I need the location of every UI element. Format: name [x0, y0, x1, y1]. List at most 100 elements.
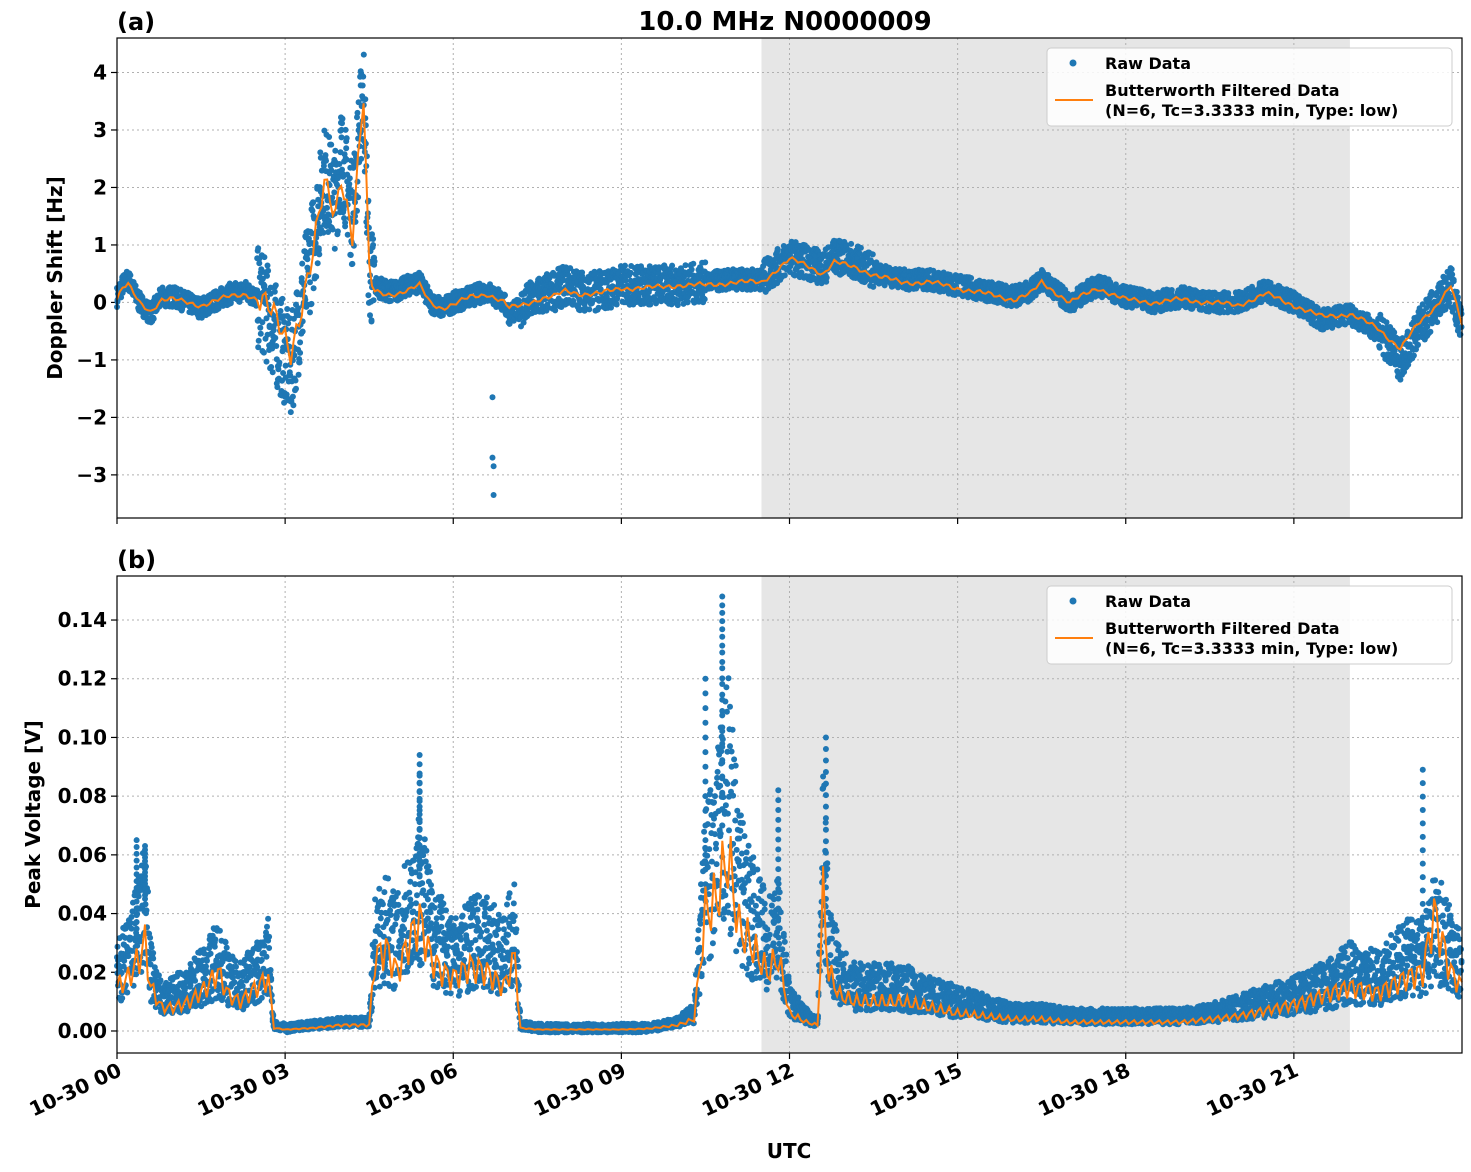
raw-data-point	[132, 282, 139, 289]
raw-data-point	[309, 207, 316, 214]
raw-data-point	[276, 359, 283, 366]
raw-data-point	[257, 324, 264, 331]
raw-data-point	[254, 287, 261, 294]
raw-data-point	[290, 402, 297, 409]
raw-data-point	[579, 269, 586, 276]
raw-data-point	[1376, 344, 1383, 351]
raw-data-point	[259, 319, 266, 326]
raw-data-point	[324, 204, 330, 211]
y-tick-label: 1	[93, 233, 107, 257]
raw-data-point	[774, 246, 781, 252]
y-tick-label: −3	[76, 463, 107, 487]
raw-data-point	[296, 359, 303, 366]
raw-data-point	[1168, 287, 1175, 293]
raw-data-point	[317, 149, 324, 156]
raw-data-point	[260, 349, 267, 356]
raw-data-point	[295, 371, 302, 378]
raw-data-point	[502, 292, 508, 299]
raw-data-point	[387, 298, 394, 304]
y-tick-label: −2	[76, 405, 107, 429]
raw-data-point	[271, 288, 278, 295]
raw-data-point	[299, 260, 306, 267]
raw-data-point	[292, 377, 299, 384]
raw-data-point	[622, 262, 628, 269]
raw-data-point	[264, 272, 270, 279]
raw-data-point	[702, 259, 709, 266]
raw-data-point	[674, 302, 681, 309]
y-tick-label: 4	[93, 60, 107, 84]
raw-data-point	[284, 306, 291, 312]
raw-data-point	[316, 184, 323, 191]
raw-data-point	[328, 167, 335, 174]
raw-data-point	[272, 282, 279, 289]
raw-data-point	[369, 231, 375, 238]
raw-data-point	[370, 236, 377, 242]
raw-data-point	[293, 385, 299, 392]
y-tick-label: 3	[93, 118, 107, 142]
raw-data-point	[297, 339, 304, 346]
raw-data-point	[370, 242, 377, 248]
raw-data-point	[320, 229, 327, 236]
raw-data-point	[273, 343, 280, 349]
raw-data-point	[331, 245, 338, 252]
y-tick-label: −1	[76, 348, 107, 372]
raw-data-point	[346, 181, 353, 187]
raw-data-point	[346, 175, 353, 182]
raw-data-point	[338, 126, 345, 133]
raw-data-point	[265, 267, 272, 274]
raw-data-point	[586, 306, 593, 313]
raw-data-point	[257, 330, 264, 337]
raw-data-point	[349, 260, 356, 267]
raw-data-point	[268, 364, 275, 370]
raw-data-point	[326, 218, 333, 225]
y-tick-label: 2	[93, 175, 107, 199]
raw-data-point	[280, 370, 287, 376]
raw-data-point	[322, 152, 329, 159]
raw-data-point	[613, 301, 620, 308]
raw-data-point	[358, 155, 365, 162]
raw-data-point	[1225, 290, 1232, 297]
raw-data-point	[360, 73, 367, 80]
raw-data-point	[362, 96, 369, 103]
raw-data-point	[287, 409, 294, 416]
raw-data-point	[337, 201, 343, 208]
raw-data-point	[287, 372, 294, 379]
raw-data-point	[304, 256, 311, 263]
raw-data-point	[270, 327, 277, 334]
raw-data-point	[255, 337, 262, 344]
raw-data-point	[150, 315, 157, 322]
raw-data-point	[857, 244, 864, 251]
raw-data-point	[347, 252, 354, 258]
raw-data-point	[365, 292, 372, 299]
raw-data-point	[367, 312, 373, 319]
raw-data-point	[317, 154, 324, 161]
raw-data-point	[313, 273, 320, 280]
raw-data-point	[370, 297, 377, 304]
raw-data-point	[968, 275, 975, 281]
raw-data-point	[647, 301, 654, 308]
raw-data-point	[682, 262, 689, 269]
raw-data-point	[340, 205, 347, 211]
raw-data-point	[279, 295, 286, 302]
raw-data-point	[342, 219, 349, 226]
raw-data-point	[848, 240, 855, 247]
raw-data-point	[323, 157, 329, 164]
raw-data-point	[339, 120, 345, 127]
raw-data-point	[309, 230, 315, 237]
raw-data-point	[368, 317, 375, 324]
raw-data-point	[307, 309, 313, 316]
raw-data-point	[344, 231, 351, 238]
raw-data-point	[325, 229, 332, 235]
raw-data-point	[326, 134, 333, 140]
raw-data-point	[1383, 319, 1390, 326]
raw-data-point	[1391, 329, 1398, 336]
raw-data-point	[118, 294, 125, 301]
raw-data-point	[297, 349, 304, 356]
raw-data-point	[341, 215, 348, 222]
y-tick-label: 0	[93, 290, 107, 314]
raw-data-point	[355, 194, 362, 201]
raw-data-point	[255, 344, 262, 351]
raw-data-point	[314, 260, 321, 267]
raw-data-point	[308, 300, 315, 307]
